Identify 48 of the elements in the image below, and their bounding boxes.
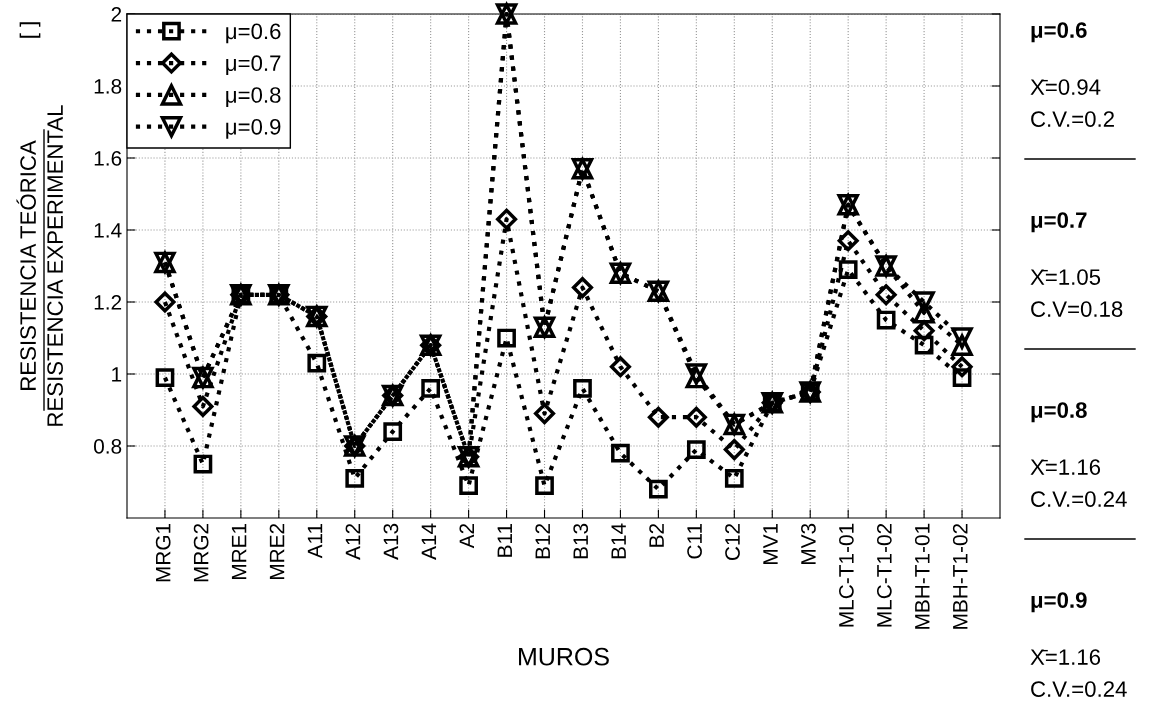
text: μ=0.7 [1031,212,1087,233]
x-tick-label: A14 [421,523,437,560]
x-tick-label: MRE2 [269,523,285,580]
x-tick-label: A12 [345,523,361,560]
y-axis-title: RESISTENCIA TEÓRICA RESISTENCIA EXPERIMENTAL [16,105,63,426]
text: C.V.=0.24 [1031,491,1127,507]
x-tick-label: C12 [725,523,740,561]
x-tick-label: B11 [497,523,512,557]
x-tick-label: MBH-T1-02 [952,523,968,629]
x-tick-label: A2 [459,523,474,549]
legend-label: μ=0.8 [226,87,281,107]
x-tick-label: B12 [535,523,550,559]
text: C.V.=0.2 [1031,111,1114,127]
text: μ=0.9 [1031,592,1087,613]
x-tick-label: A13 [383,523,399,560]
x-tick-label: A11 [307,523,323,559]
y-tick-label: 2 [111,7,122,22]
x-tick-label: MLC-T1-01 [839,523,854,627]
text: C.V=0.18 [1031,301,1123,317]
x-tick-label: MV1 [763,523,778,564]
text: C.V.=0.24 [1031,681,1127,697]
x-tick-label: B13 [573,523,589,559]
x-tick-label: C11 [687,523,702,559]
y-tick-label: 1.4 [94,223,122,238]
x-tick-label: MBH-T1-01 [914,523,930,629]
legend-label: μ=0.7 [226,55,281,76]
x-tick-label: MRG1 [155,523,171,582]
legend-label: μ=0.9 [226,118,281,139]
x-tick-label: B14 [611,523,626,559]
y-tick-label: 0.8 [93,439,122,454]
text: X̄=1.16 [1030,459,1101,475]
text: X̄=1.05 [1030,269,1101,285]
x-tick-label: MRE1 [231,523,247,580]
y-tick-label: 1.8 [94,79,122,94]
text: X̄=1.16 [1030,649,1101,665]
x-axis-title: MUROS [519,647,609,666]
text: μ=0.6 [1031,22,1087,43]
text: [ ] [19,22,41,38]
y-tick-label: 1 [112,367,122,382]
y-tick-label: 1.6 [94,151,122,166]
text: X̄=0.94 [1030,79,1101,95]
x-tick-label: B2 [649,523,664,547]
x-tick-label: MLC-T1-02 [876,523,892,627]
legend-label: μ=0.6 [226,23,281,44]
x-tick-label: MV3 [801,523,816,564]
y-tick-label: 1.2 [94,295,122,310]
text: μ=0.8 [1031,402,1087,423]
x-tick-label: MRG2 [193,523,209,582]
